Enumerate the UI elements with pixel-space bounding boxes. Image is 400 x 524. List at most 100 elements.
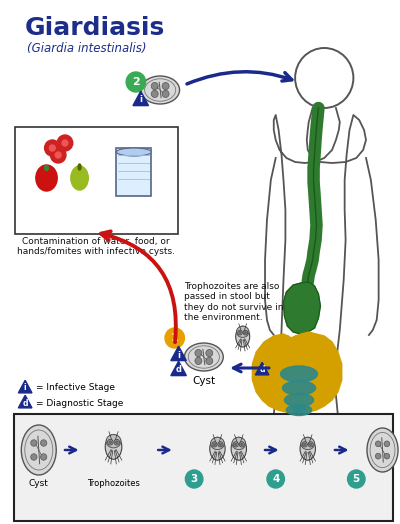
Circle shape [40,454,47,460]
Polygon shape [171,346,186,361]
Circle shape [238,330,242,335]
Ellipse shape [116,148,152,156]
Circle shape [206,357,213,365]
Circle shape [165,328,184,348]
Text: i: i [139,95,142,104]
Ellipse shape [141,76,180,104]
Circle shape [267,470,284,488]
Circle shape [50,145,55,151]
Polygon shape [18,380,32,393]
Text: Cyst: Cyst [29,479,49,488]
Ellipse shape [367,428,398,472]
Circle shape [162,90,169,97]
Text: 2: 2 [132,77,140,87]
Text: Giardiasis: Giardiasis [25,16,166,40]
Text: 1: 1 [171,333,178,343]
Circle shape [57,135,73,151]
Circle shape [239,332,241,334]
Circle shape [235,443,237,445]
Text: = Infective Stage: = Infective Stage [36,384,115,392]
Circle shape [241,443,243,445]
Circle shape [218,442,223,447]
Circle shape [302,442,307,447]
Ellipse shape [211,438,224,450]
Text: i: i [177,351,180,359]
Ellipse shape [301,438,314,450]
Circle shape [239,442,244,447]
Ellipse shape [231,438,246,460]
Circle shape [384,453,390,459]
Circle shape [384,441,390,447]
Circle shape [195,357,202,365]
Polygon shape [133,91,148,106]
Circle shape [375,453,381,459]
Ellipse shape [232,438,246,450]
Circle shape [108,439,113,445]
Circle shape [62,140,68,146]
Text: Trophozoites are also
passed in stool but
they do not survive in
the environment: Trophozoites are also passed in stool bu… [184,282,284,322]
Ellipse shape [21,425,56,475]
Circle shape [31,454,37,460]
Text: 4: 4 [272,474,279,484]
Circle shape [40,440,47,446]
Circle shape [310,443,312,445]
Text: = Diagnostic Stage: = Diagnostic Stage [36,398,123,408]
Ellipse shape [293,404,305,412]
Ellipse shape [78,164,81,170]
Ellipse shape [36,165,57,191]
Circle shape [233,442,238,447]
Circle shape [55,152,61,158]
Text: Trophozoites: Trophozoites [87,479,140,488]
Circle shape [151,82,158,90]
Text: d: d [176,366,182,375]
Text: i: i [24,384,26,392]
Circle shape [109,441,112,443]
Polygon shape [252,332,342,413]
Ellipse shape [184,343,223,371]
Circle shape [195,350,202,357]
Circle shape [50,147,66,163]
Circle shape [185,470,203,488]
Circle shape [116,441,118,443]
Circle shape [212,442,217,447]
FancyBboxPatch shape [16,127,178,234]
Circle shape [206,350,213,357]
FancyBboxPatch shape [14,414,393,521]
Text: Contamination of water, food, or
hands/fomites with infective cysts.: Contamination of water, food, or hands/f… [17,237,175,256]
Ellipse shape [300,438,316,460]
Ellipse shape [280,366,318,382]
Circle shape [114,439,120,445]
Circle shape [31,440,37,446]
Ellipse shape [71,166,88,190]
Circle shape [244,332,246,334]
Polygon shape [255,362,269,375]
Text: Cyst: Cyst [192,376,216,386]
Text: 3: 3 [190,474,198,484]
Ellipse shape [284,394,314,407]
Ellipse shape [106,434,121,448]
Ellipse shape [105,434,122,459]
Polygon shape [284,282,320,334]
Circle shape [214,443,216,445]
Circle shape [308,442,313,447]
Circle shape [220,443,222,445]
Circle shape [375,441,381,447]
Text: (Giardia intestinalis): (Giardia intestinalis) [27,42,147,55]
Text: 5: 5 [353,474,360,484]
Ellipse shape [286,405,312,416]
FancyBboxPatch shape [116,148,152,196]
Ellipse shape [236,326,250,347]
Circle shape [304,443,306,445]
Circle shape [162,82,169,90]
Circle shape [243,330,248,335]
Circle shape [348,470,365,488]
Ellipse shape [282,381,316,395]
Ellipse shape [210,438,225,460]
Text: d: d [22,398,28,408]
Polygon shape [18,395,32,408]
Circle shape [151,90,158,97]
Text: d: d [259,366,265,375]
Circle shape [126,72,146,92]
Circle shape [44,140,60,156]
Ellipse shape [236,326,249,337]
